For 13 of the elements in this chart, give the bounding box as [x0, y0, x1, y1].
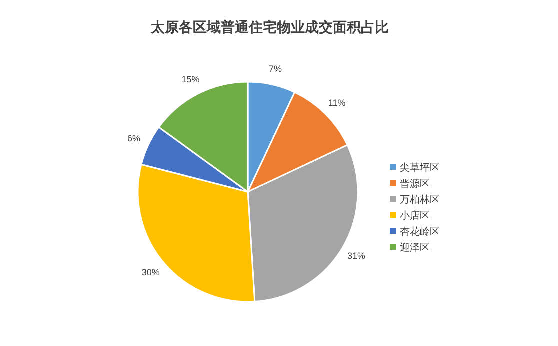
data-label: 11% — [328, 98, 346, 108]
chart-title: 太原各区域普通住宅物业成交面积占比 — [150, 19, 389, 35]
legend-label: 迎泽区 — [400, 242, 430, 254]
legend-label: 尖草坪区 — [400, 162, 440, 174]
legend-label: 万柏林区 — [400, 194, 440, 206]
data-label: 15% — [182, 74, 200, 85]
legend-label: 小店区 — [400, 210, 430, 222]
data-label: 7% — [268, 64, 282, 74]
data-label: 6% — [127, 133, 140, 144]
data-label: 31% — [347, 251, 366, 262]
legend-label: 杏花岭区 — [400, 226, 440, 238]
data-label: 30% — [142, 267, 160, 278]
legend-label: 晋源区 — [400, 178, 430, 190]
